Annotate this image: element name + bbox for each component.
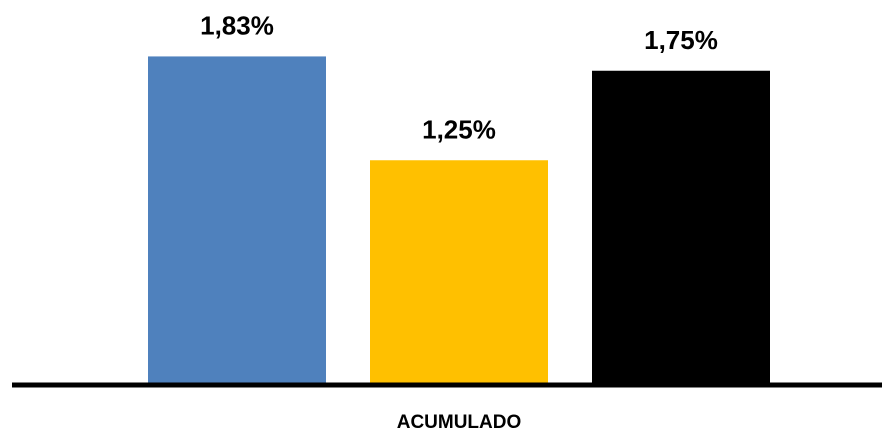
data-label-1: 1,83% (200, 10, 274, 40)
bar-1 (148, 56, 326, 385)
bar-group (148, 56, 770, 385)
data-label-group: 1,83% 1,25% 1,75% (200, 10, 718, 144)
bar-3 (592, 70, 770, 384)
bar-2 (370, 160, 548, 384)
category-label: ACUMULADO (397, 412, 522, 432)
data-label-2: 1,25% (422, 114, 496, 144)
data-label-3: 1,75% (644, 25, 718, 55)
